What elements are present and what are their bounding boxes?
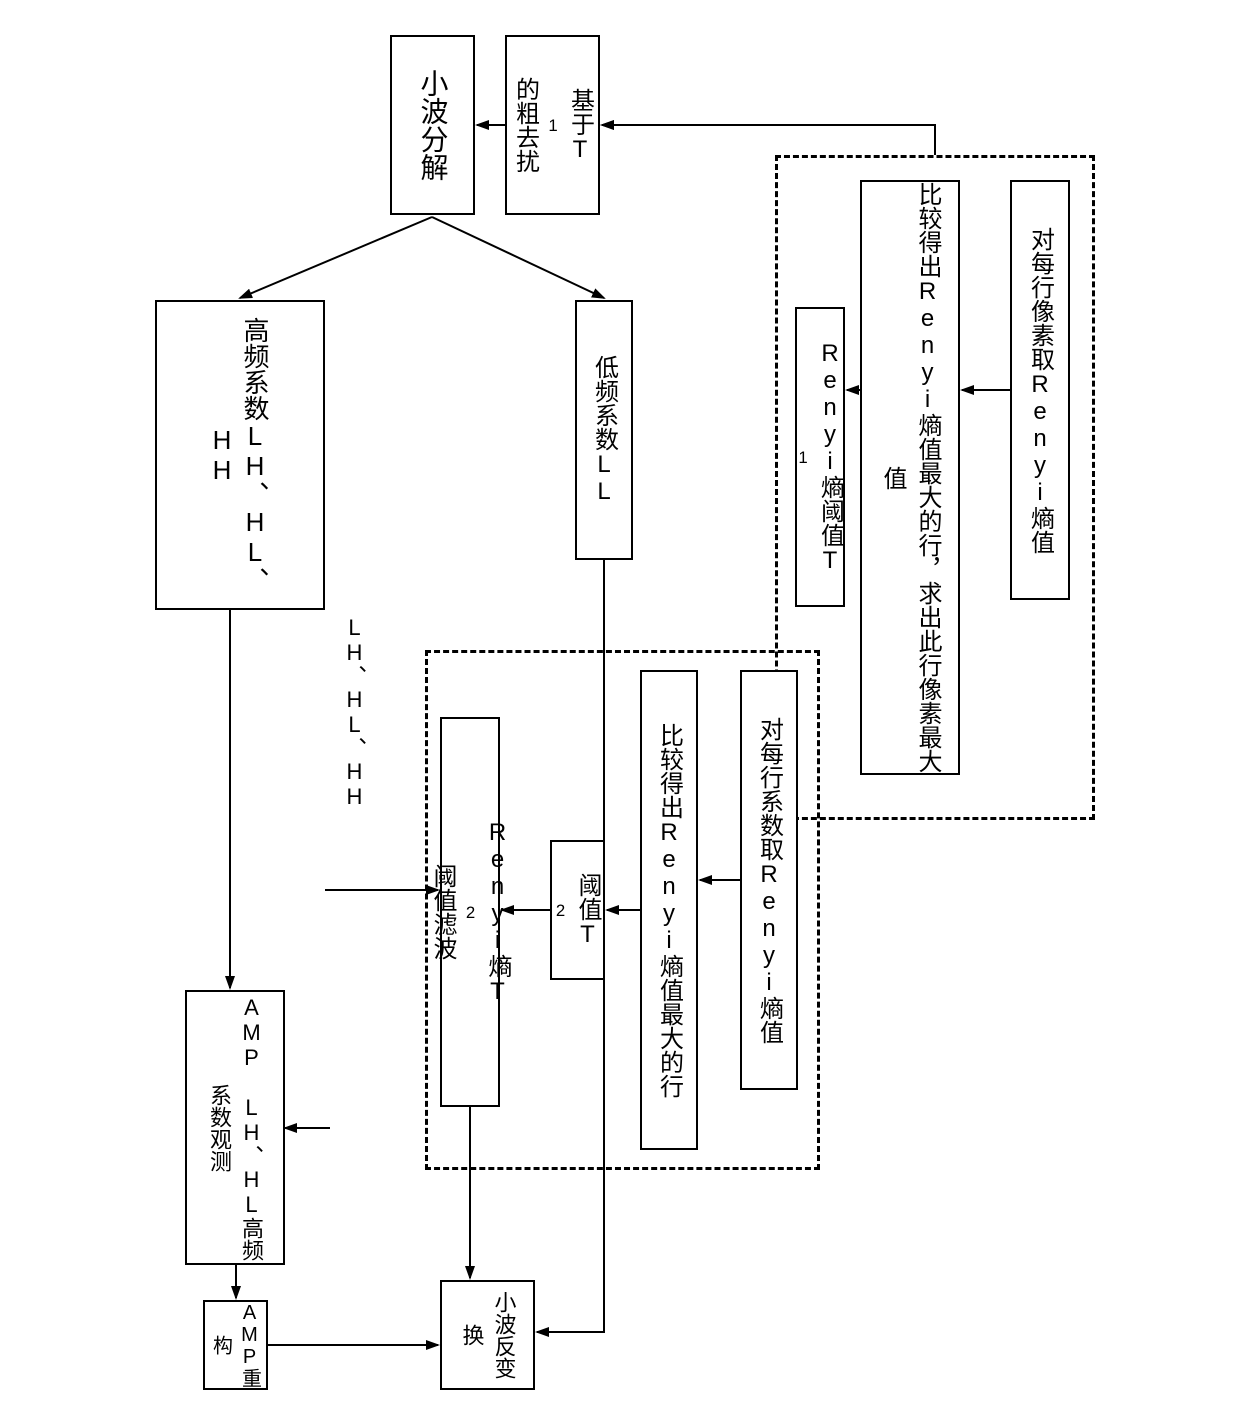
node-low-freq-ll: 低频系数LL bbox=[575, 300, 633, 560]
label: Renyi熵阈值T1 bbox=[793, 340, 848, 574]
label: 对每行系数取Renyi熵值 bbox=[752, 717, 787, 1044]
label: 低频系数LL bbox=[587, 355, 622, 505]
node-renyi-t2-filter: Renyi熵T2阈值滤波 bbox=[440, 717, 500, 1107]
label: 阈值T2 bbox=[550, 873, 605, 948]
edge-label-lh-hl-hh: LH、HL、HH bbox=[338, 615, 370, 809]
label: 高频系数LH、HL、HH bbox=[206, 302, 274, 608]
node-renyi-threshold-t1: Renyi熵阈值T1 bbox=[795, 307, 845, 607]
label: 对每行像素取Renyi熵值 bbox=[1023, 227, 1058, 554]
label: AMP重构 bbox=[207, 1302, 265, 1388]
node-renyi-per-row-pixel: 对每行像素取Renyi熵值 bbox=[1010, 180, 1070, 600]
label: 比较得出Renyi熵值最大的行 bbox=[652, 723, 687, 1098]
label: 小波分解 bbox=[413, 69, 453, 181]
node-high-freq-coeffs: 高频系数LH、HL、HH bbox=[155, 300, 325, 610]
node-compare-renyi-row-max: 比较得出Renyi熵值最大的行，求出此行像素最大值 bbox=[860, 180, 960, 775]
node-amp-lh-hl-obs: AMP LH、HL高频系数观测 bbox=[185, 990, 285, 1265]
node-coarse-denoise-t1: 基于T1的粗去扰 bbox=[505, 35, 600, 215]
label: 小波反变换 bbox=[456, 1282, 520, 1388]
label: AMP LH、HL高频系数观测 bbox=[203, 992, 267, 1263]
node-renyi-per-row-coeff: 对每行系数取Renyi熵值 bbox=[740, 670, 798, 1090]
node-threshold-t2: 阈值T2 bbox=[550, 840, 605, 980]
node-amp-reconstruct: AMP重构 bbox=[203, 1300, 268, 1390]
node-compare-renyi-coeff-row: 比较得出Renyi熵值最大的行 bbox=[640, 670, 698, 1150]
node-wavelet-inverse: 小波反变换 bbox=[440, 1280, 535, 1390]
label: 比较得出Renyi熵值最大的行，求出此行像素最大值 bbox=[875, 182, 945, 773]
label: 基于T1的粗去扰 bbox=[508, 77, 598, 173]
label: Renyi熵T2阈值滤波 bbox=[425, 819, 515, 1005]
node-wavelet-decompose: 小波分解 bbox=[390, 35, 475, 215]
